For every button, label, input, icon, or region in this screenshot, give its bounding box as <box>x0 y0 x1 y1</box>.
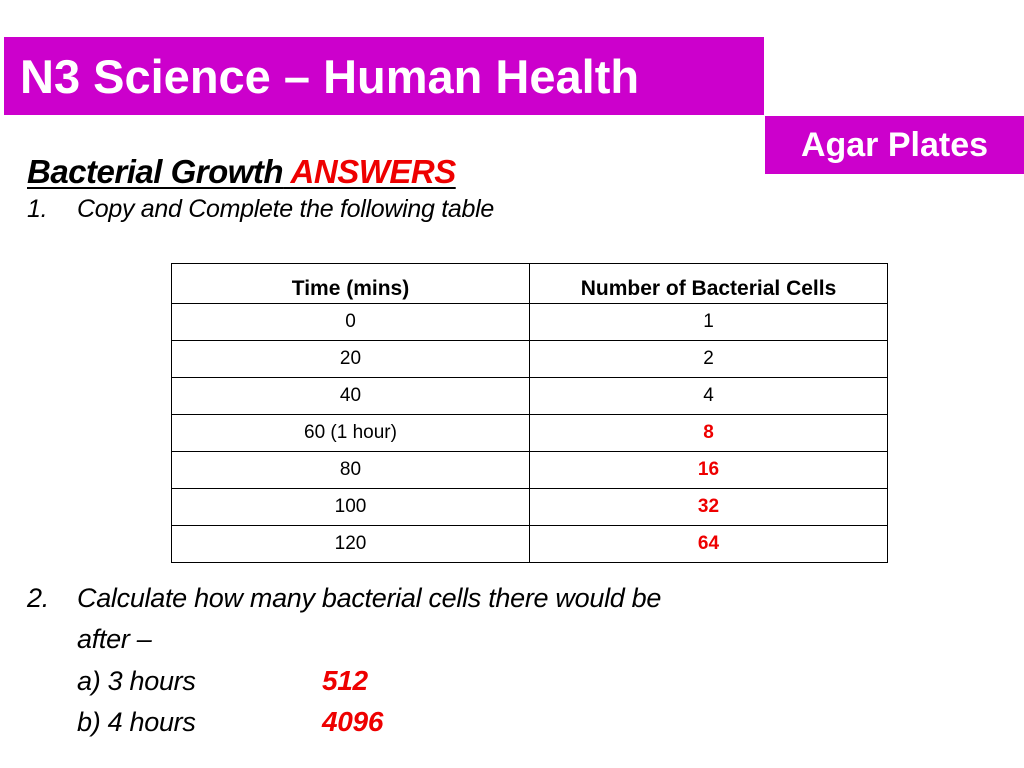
time-cell: 20 <box>171 340 530 378</box>
question-1-text: Copy and Complete the following table <box>77 195 494 223</box>
cell-count: 16 <box>529 451 888 489</box>
column-header-cells: Number of Bacterial Cells <box>529 263 888 304</box>
question-2-text-cont: after – <box>77 624 152 654</box>
question-2-part-a: a) 3 hours 512 <box>27 660 661 701</box>
part-a-answer: 512 <box>322 665 368 696</box>
question-2-text: Calculate how many bacterial cells there… <box>77 583 662 613</box>
time-cell: 60 (1 hour) <box>171 414 530 452</box>
cell-count: 64 <box>529 525 888 563</box>
heading-main: Bacterial Growth <box>27 153 284 190</box>
question-2-line-1: 2. Calculate how many bacterial cells the… <box>27 578 661 619</box>
part-a-label: a) 3 hours <box>77 666 196 696</box>
question-1: 1. Copy and Complete the following table <box>27 195 494 224</box>
time-cell: 0 <box>171 303 530 341</box>
table-row: 60 (1 hour) 8 <box>171 414 888 452</box>
topic-tag-label: Agar Plates <box>800 125 989 164</box>
time-cell: 80 <box>171 451 530 489</box>
time-cell: 40 <box>171 377 530 415</box>
table-header-row: Time (mins) Number of Bacterial Cells <box>171 263 888 304</box>
table-row: 100 32 <box>171 488 888 526</box>
topic-tag: Agar Plates <box>765 116 1024 174</box>
table-row: 40 4 <box>171 377 888 415</box>
cell-count: 32 <box>529 488 888 526</box>
question-2: 2. Calculate how many bacterial cells the… <box>27 578 661 742</box>
table-row: 20 2 <box>171 340 888 378</box>
column-header-time: Time (mins) <box>171 263 530 304</box>
cell-count: 8 <box>529 414 888 452</box>
question-2-part-b: b) 4 hours 4096 <box>27 701 661 742</box>
question-2-number: 2. <box>27 583 49 613</box>
part-b-label: b) 4 hours <box>77 707 196 737</box>
cell-count: 2 <box>529 340 888 378</box>
title-banner: N3 Science – Human Health <box>4 37 764 115</box>
question-1-number: 1. <box>27 195 48 223</box>
part-b-answer: 4096 <box>322 706 384 737</box>
time-cell: 100 <box>171 488 530 526</box>
page-title: N3 Science – Human Health <box>20 49 640 103</box>
cell-count: 4 <box>529 377 888 415</box>
table-row: 80 16 <box>171 451 888 489</box>
time-cell: 120 <box>171 525 530 563</box>
table-row: 120 64 <box>171 525 888 563</box>
heading-answers: ANSWERS <box>290 153 457 190</box>
cell-count: 1 <box>529 303 888 341</box>
section-heading: Bacterial Growth ANSWERS <box>27 153 456 191</box>
question-2-line-2: after – <box>27 619 661 660</box>
